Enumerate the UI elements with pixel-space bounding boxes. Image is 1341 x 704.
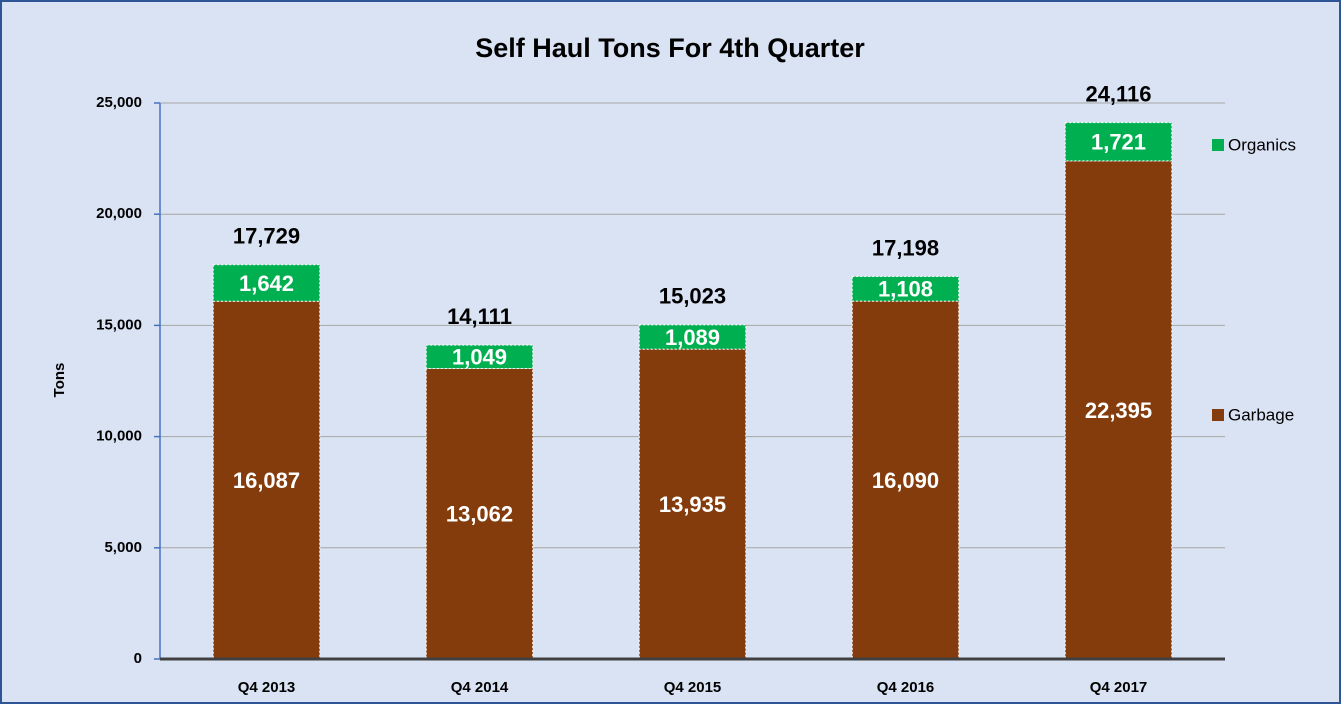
y-tick-label: 25,000 (96, 94, 142, 111)
x-tick-label: Q4 2016 (877, 679, 935, 696)
total-label: 14,111 (447, 304, 512, 329)
total-label: 24,116 (1085, 81, 1151, 106)
data-label: 16,087 (233, 468, 300, 493)
bar-segment (1064, 160, 1173, 660)
y-tick-label: 20,000 (96, 205, 142, 222)
bar-segment (638, 324, 747, 350)
bar-segment (851, 276, 960, 302)
legend-swatch (1212, 139, 1224, 151)
bar-segment (638, 348, 747, 660)
legend-label: Garbage (1228, 405, 1294, 424)
total-label: 15,023 (659, 284, 726, 309)
data-label: 16,090 (872, 468, 939, 493)
chart-title: Self Haul Tons For 4th Quarter (475, 33, 865, 63)
y-tick-label: 15,000 (96, 316, 142, 333)
bar-segment (212, 300, 321, 660)
data-label: 1,642 (239, 271, 294, 296)
legend-swatch (1212, 409, 1224, 421)
x-tick-label: Q4 2015 (664, 679, 722, 696)
y-tick-label: 5,000 (104, 539, 142, 556)
total-label: 17,198 (872, 235, 939, 260)
data-label: 1,721 (1091, 130, 1146, 155)
x-tick-label: Q4 2017 (1090, 679, 1148, 696)
data-label: 1,049 (452, 345, 507, 370)
legend-label: Organics (1228, 135, 1296, 154)
bar-segment (1064, 122, 1173, 162)
data-label: 13,062 (446, 502, 513, 527)
bar-segment (425, 368, 534, 660)
bar-segment (212, 264, 321, 302)
bar-segment (425, 344, 534, 370)
data-label: 1,108 (878, 277, 933, 302)
x-tick-label: Q4 2013 (238, 679, 296, 696)
y-tick-label: 10,000 (96, 428, 142, 445)
data-label: 13,935 (659, 492, 726, 517)
y-axis-title: Tons (51, 363, 68, 398)
total-label: 17,729 (233, 224, 300, 249)
y-tick-label: 0 (134, 650, 142, 667)
bar-segment (851, 300, 960, 660)
data-label: 1,089 (665, 325, 720, 350)
x-tick-label: Q4 2014 (451, 679, 509, 696)
data-label: 22,395 (1085, 398, 1152, 423)
